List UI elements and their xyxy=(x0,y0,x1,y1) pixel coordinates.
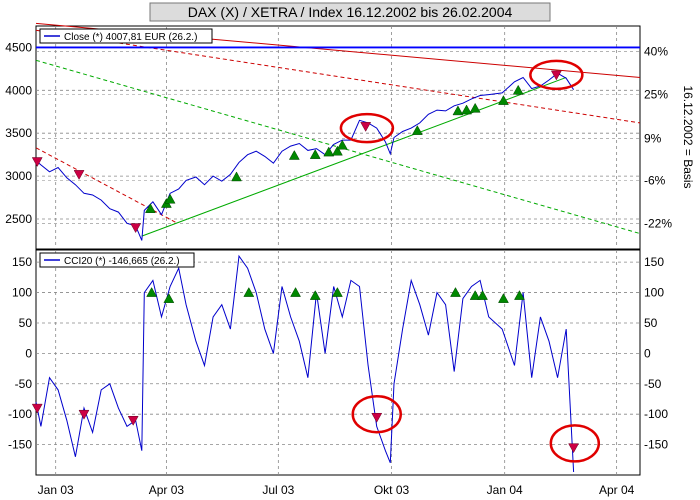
cci-buy-marker xyxy=(450,287,461,297)
cci-y-tick-label-left: 150 xyxy=(12,255,32,269)
price-buy-marker xyxy=(288,149,300,160)
cci-y-tick-label-left: 0 xyxy=(25,346,32,360)
price-sell-marker xyxy=(130,223,142,234)
cci-y-tick-label-left: -100 xyxy=(8,407,32,421)
price-buy-marker xyxy=(512,84,524,95)
price-buy-marker xyxy=(461,104,472,115)
price-close-line xyxy=(35,72,575,241)
cci-y-tick-label-left: -50 xyxy=(15,377,33,391)
cci-sell-marker xyxy=(568,443,579,454)
cci-y-tick-label-right: -150 xyxy=(644,438,668,452)
cci-grid xyxy=(36,250,640,475)
cci-buy-marker xyxy=(469,290,481,300)
x-tick-label: Apr 03 xyxy=(149,483,185,497)
cci-buy-marker xyxy=(514,290,525,300)
price-sell-marker xyxy=(31,157,43,168)
price-sell-marker xyxy=(360,122,372,132)
price-buy-marker xyxy=(452,105,464,116)
price-buy-marker xyxy=(309,149,321,159)
price-buy-marker xyxy=(231,171,242,182)
title-box xyxy=(149,2,551,22)
price-panel-frame xyxy=(35,25,641,250)
cci-y-tick-label-left: 100 xyxy=(12,286,32,300)
chart-title: DAX (X) / XETRA / Index 16.12.2002 bis 2… xyxy=(188,4,513,20)
cci-y-tick-label-right: 0 xyxy=(644,346,651,360)
cci-sell-marker xyxy=(371,412,383,423)
cci-buy-marker xyxy=(243,287,255,297)
cci-buy-marker xyxy=(309,290,321,300)
cci-y-tick-label-right: -100 xyxy=(644,407,668,421)
x-tick-label: Jan 03 xyxy=(38,483,74,497)
right-axis-label: 16.12.2002 = Basis xyxy=(681,85,695,188)
cci-y-tick-label-right: 150 xyxy=(644,255,664,269)
price-y-tick-label: 3500 xyxy=(5,126,32,140)
price-y-tick-label: 3000 xyxy=(5,169,32,183)
cci-sell-marker xyxy=(127,416,139,426)
cci-buy-marker xyxy=(477,290,488,300)
cci-legend-box xyxy=(39,252,195,268)
price-legend-label: Close (*) 4007,81 EUR (26.2.) xyxy=(64,32,197,43)
cci-buy-marker xyxy=(146,287,158,297)
highlight-circles xyxy=(339,59,601,463)
price-buy-marker xyxy=(411,125,423,135)
price-buy-marker xyxy=(469,102,481,113)
axis-labels: Jan 03 Apr 03 Jul 03 Okt 03 Jan 04 Apr 04 2500… xyxy=(5,40,672,497)
price-highlight-circle xyxy=(529,59,584,91)
price-y-tick-label: 4000 xyxy=(5,83,32,97)
cci-buy-marker xyxy=(498,293,509,303)
price-buy-marker xyxy=(164,193,176,204)
price-pct-tick-label: -6% xyxy=(644,173,666,187)
x-tick-label: Jan 04 xyxy=(487,483,523,497)
cci-buy-marker xyxy=(331,287,343,297)
cci-highlight-circle xyxy=(549,424,601,463)
price-legend-box xyxy=(39,28,213,44)
cci-y-tick-label-right: -50 xyxy=(644,377,662,391)
price-y-tick-label: 2500 xyxy=(5,212,32,226)
cci-buy-marker xyxy=(163,293,175,303)
cci-line xyxy=(35,254,575,473)
price-series xyxy=(35,72,575,241)
x-tick-label: Okt 03 xyxy=(374,483,410,497)
cci-series xyxy=(35,254,575,473)
cci-sell-marker xyxy=(78,409,90,420)
cci-buy-marker xyxy=(290,287,301,297)
price-buy-marker xyxy=(336,139,348,150)
support-line xyxy=(141,76,567,237)
price-buy-marker xyxy=(498,95,509,105)
x-tick-label: Apr 04 xyxy=(599,483,635,497)
price-pct-tick-label: -22% xyxy=(644,216,672,230)
price-pct-tick-label: 9% xyxy=(644,131,662,145)
cci-panel-frame xyxy=(35,249,641,476)
price-sell-marker xyxy=(73,170,85,180)
cci-sell-marker xyxy=(31,403,43,414)
price-highlight-circle xyxy=(339,112,395,144)
cci-y-tick-label-left: -150 xyxy=(8,438,32,452)
price-buy-marker xyxy=(323,146,335,157)
price-buy-marker xyxy=(144,203,156,213)
cci-highlight-circle xyxy=(351,394,402,434)
price-pct-tick-label: 25% xyxy=(644,88,668,102)
price-sell-marker xyxy=(550,70,562,81)
cci-y-tick-label-left: 50 xyxy=(19,316,33,330)
cci-legend-label: CCI20 (*) -146,665 (26.2.) xyxy=(64,256,180,267)
resistance-dashed-line xyxy=(35,29,641,124)
x-tick-label: Jul 03 xyxy=(262,483,294,497)
price-markers xyxy=(31,70,562,234)
price-pct-tick-label: 40% xyxy=(644,45,668,59)
cci-markers xyxy=(31,287,579,454)
cci-y-tick-label-right: 50 xyxy=(644,316,658,330)
price-buy-marker xyxy=(331,145,343,156)
cci-y-tick-label-right: 100 xyxy=(644,286,664,300)
price-y-tick-label: 4500 xyxy=(5,40,32,54)
